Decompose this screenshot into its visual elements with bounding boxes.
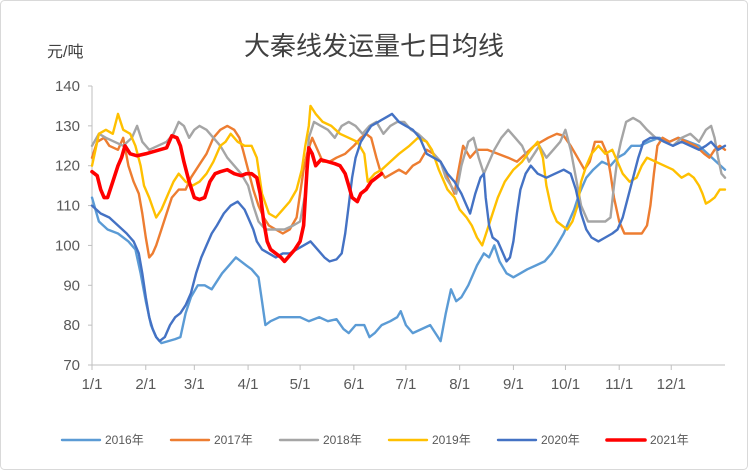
legend: 2016年 2017年 2018年 2019年 2020年 2021年: [60, 433, 689, 447]
legend-item-2017: 2017年: [169, 433, 253, 447]
x-tick-label: 3/1: [184, 376, 205, 393]
x-tick-label: 11/1: [605, 376, 633, 393]
legend-item-2021: 2021年: [605, 433, 689, 447]
series-layer: [90, 104, 727, 345]
x-tick-label: 6/1: [343, 376, 364, 393]
x-tick-label: 12/1: [657, 376, 686, 393]
legend-label: 2018年: [323, 433, 362, 447]
y-tick-label: 90: [63, 277, 80, 294]
series-line-2019: [90, 104, 727, 247]
x-tick-label: 2/1: [135, 376, 156, 393]
x-tick-label: 8/1: [449, 376, 470, 393]
y-tick-label: 140: [55, 78, 80, 95]
x-tick-label: 9/1: [503, 376, 524, 393]
series-line-2020: [90, 112, 727, 343]
x-tick-label: 7/1: [395, 376, 416, 393]
x-tick-label: 1/1: [82, 376, 103, 393]
y-tick-label: 130: [55, 118, 80, 135]
y-tick-label: 110: [56, 198, 80, 215]
legend-item-2018: 2018年: [278, 433, 362, 447]
y-tick-label: 120: [55, 158, 80, 175]
y-axis: 70 80 90 100 110 120 130 140: [55, 78, 93, 374]
x-tick-label: 4/1: [238, 376, 259, 393]
legend-label: 2016年: [105, 433, 144, 447]
y-tick-label: 80: [63, 317, 80, 334]
legend-item-2020: 2020年: [496, 433, 580, 447]
legend-label: 2020年: [541, 433, 580, 447]
legend-label: 2021年: [650, 433, 689, 447]
legend-item-2019: 2019年: [387, 433, 471, 447]
chart-title: 大秦线发运量七日均线: [244, 31, 504, 61]
y-tick-label: 70: [63, 357, 80, 374]
x-tick-label: 5/1: [290, 376, 311, 393]
legend-item-2016: 2016年: [60, 433, 144, 447]
y-tick-label: 100: [55, 237, 80, 254]
legend-label: 2017年: [214, 433, 253, 447]
x-tick-label: 10/1: [551, 376, 580, 393]
series-line-2016: [90, 136, 727, 345]
x-axis: 1/1 2/1 3/1 4/1 5/1 6/1 7/1 8/1 9/1 10/1 11/1 12/1: [82, 364, 725, 393]
legend-label: 2019年: [432, 433, 471, 447]
series-line-2021: [90, 134, 384, 264]
y-axis-unit-label: 元/吨: [47, 43, 83, 61]
